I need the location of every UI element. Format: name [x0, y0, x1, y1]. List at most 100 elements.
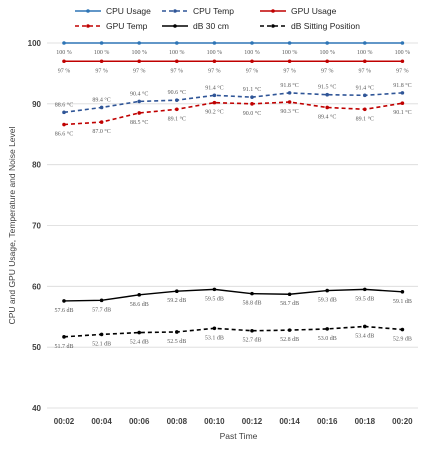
data-label: 88.5 °C	[130, 119, 148, 126]
data-label: 97 %	[246, 68, 259, 74]
series-layer	[62, 41, 405, 339]
x-tick-label: 00:02	[54, 417, 75, 426]
x-tick-label: 00:16	[317, 417, 338, 426]
data-label: 100 %	[282, 50, 298, 56]
y-tick-label: 50	[32, 343, 41, 352]
data-point	[99, 332, 104, 337]
y-axis-title: CPU and GPU Usage, Temperature and Noise…	[7, 126, 17, 324]
data-point	[363, 41, 367, 45]
data-label: 52.4 dB	[130, 340, 149, 346]
legend-marker-3	[86, 24, 90, 28]
data-label: 90.3 °C	[280, 108, 298, 115]
data-label: 90.2 °C	[205, 109, 223, 116]
x-tick-label: 00:18	[355, 417, 376, 426]
data-label: 100 %	[207, 50, 223, 56]
legend-marker-1	[173, 9, 177, 13]
data-label: 53.4 dB	[355, 333, 374, 339]
x-tick-label: 00:04	[91, 417, 112, 426]
data-point	[99, 298, 104, 303]
data-label: 97 %	[133, 68, 146, 74]
data-point	[325, 105, 330, 110]
y-tick-label: 40	[32, 404, 41, 413]
data-label: 97 %	[321, 68, 334, 74]
data-label: 59.1 dB	[393, 299, 412, 305]
data-label: 91.4 °C	[205, 84, 223, 91]
data-label: 59.5 dB	[355, 296, 374, 302]
data-label: 97 %	[95, 68, 108, 74]
x-tick-label: 00:14	[279, 417, 300, 426]
data-point	[400, 91, 405, 95]
data-label: 52.1 dB	[92, 341, 111, 347]
data-point	[62, 110, 66, 115]
data-point	[325, 288, 330, 293]
data-label: 90.4 °C	[130, 90, 148, 97]
legend-label: GPU Temp	[106, 21, 148, 31]
data-point	[250, 102, 254, 106]
data-point	[62, 59, 66, 64]
data-point	[137, 330, 141, 335]
data-point	[62, 122, 66, 127]
data-point	[325, 92, 330, 97]
data-point	[175, 330, 179, 334]
data-point	[400, 41, 405, 45]
data-point	[363, 324, 367, 329]
x-tick-label: 00:08	[167, 417, 188, 426]
data-point	[325, 327, 330, 331]
data-label: 97 %	[359, 68, 372, 74]
data-point	[287, 328, 292, 332]
x-tick-label: 00:10	[204, 417, 225, 426]
data-label: 53.1 dB	[205, 335, 224, 341]
data-point	[212, 41, 217, 45]
data-point	[250, 291, 254, 296]
x-tick-label: 00:06	[129, 417, 150, 426]
data-label: 100 %	[357, 50, 373, 56]
data-point	[137, 59, 141, 64]
axes: Past Time CPU and GPU Usage, Temperature…	[7, 126, 258, 441]
data-point	[212, 59, 217, 64]
data-label: 57.6 dB	[54, 308, 73, 314]
data-label: 97 %	[208, 68, 221, 74]
data-label: 100 %	[94, 50, 110, 56]
data-point	[137, 99, 141, 104]
data-point	[363, 59, 367, 64]
data-point	[250, 95, 254, 99]
data-point	[212, 287, 217, 292]
data-label: 59.2 dB	[167, 298, 186, 304]
data-point	[363, 107, 367, 112]
data-point	[287, 91, 292, 95]
data-point	[212, 326, 217, 331]
data-point	[99, 105, 104, 110]
data-point	[137, 293, 141, 297]
data-label: 87.0 °C	[92, 128, 110, 135]
data-point	[62, 335, 66, 339]
data-point	[250, 41, 254, 45]
legend-marker-4	[173, 24, 177, 28]
legend-label: GPU Usage	[291, 6, 337, 16]
y-tick-label: 70	[32, 222, 41, 231]
data-label: 58.8 dB	[242, 301, 261, 307]
data-label: 100 %	[56, 50, 72, 56]
data-point	[175, 98, 179, 102]
data-label: 59.3 dB	[318, 298, 337, 304]
data-label: 100 %	[395, 50, 411, 56]
data-point	[175, 107, 179, 112]
data-label: 97 %	[396, 68, 409, 74]
data-point	[62, 299, 66, 303]
data-labels: 100 % 100 % 100 % 100 % 100 % 100 % 100 % 100 %…	[54, 50, 411, 350]
series-line-5	[63, 325, 403, 338]
data-label: 53.0 dB	[318, 336, 337, 342]
legend-label: CPU Usage	[106, 6, 151, 16]
data-point	[137, 41, 141, 45]
data-point	[287, 292, 292, 297]
data-label: 100 %	[244, 50, 260, 56]
data-point	[137, 111, 141, 115]
y-tick-label: 100	[28, 39, 42, 48]
data-label: 52.9 dB	[393, 337, 412, 343]
data-point	[363, 93, 367, 98]
data-point	[400, 327, 405, 332]
data-label: 88.6 °C	[55, 101, 73, 108]
data-point	[99, 59, 104, 64]
data-label: 100 %	[131, 50, 147, 56]
